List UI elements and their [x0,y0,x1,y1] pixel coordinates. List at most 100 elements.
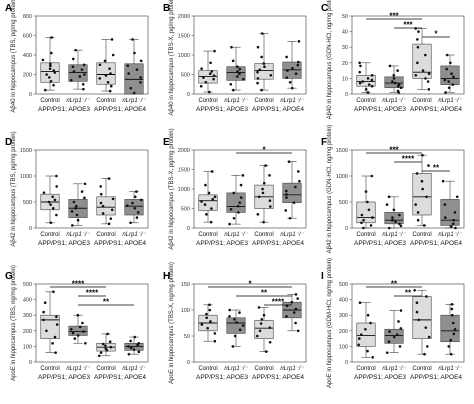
box-3 [254,32,274,92]
data-point [200,200,203,203]
y-tick-label: 40 [342,30,348,36]
data-point [416,61,419,65]
significance-label: ** [391,280,398,289]
data-point [454,226,457,230]
data-point [73,337,77,340]
data-point [441,179,445,183]
data-point [260,88,263,92]
data-point [238,311,241,314]
x-category-label: nLrp1⁻/⁻ [224,366,248,372]
box-body [356,74,376,87]
data-point [132,348,136,351]
data-point [297,170,300,173]
data-point [133,206,137,210]
x-category-label: nLrp1⁻/⁻ [66,232,90,238]
data-point [136,211,140,214]
data-point [399,224,403,228]
y-tick-label: 200 [23,329,32,335]
data-point [371,356,374,359]
data-point [48,76,51,79]
data-point [366,349,369,353]
data-point [392,77,396,80]
data-point [208,72,212,76]
data-point [450,313,454,317]
data-point [241,174,245,177]
group-label: APP/PS1; APOE3 [38,106,90,113]
data-point [415,310,419,314]
data-point [424,53,427,57]
data-point [104,347,108,351]
box-3 [254,164,274,224]
data-point [80,190,84,193]
data-point [370,78,374,82]
data-point [97,354,101,358]
data-point [101,204,105,208]
data-point [286,69,289,72]
panel-label: E [163,137,170,148]
data-point [398,345,402,348]
data-point [366,91,370,94]
box-body [40,314,60,339]
data-point [111,197,115,201]
y-tick-label: 500 [23,200,32,206]
data-point [55,315,58,319]
data-point [42,318,45,322]
data-point [52,290,55,294]
significance-label: ** [261,289,268,298]
group-label: APP/PS1; APOE4 [410,374,462,381]
x-category-label: Control [96,98,115,104]
data-point [42,191,46,194]
x-category-label: nLrp1⁻/⁻ [122,366,146,372]
data-point [359,64,362,68]
data-point [213,339,217,343]
box-2 [226,174,246,226]
data-point [422,224,426,227]
data-point [357,337,361,340]
data-point [106,332,109,336]
data-point [133,51,136,55]
group-label: APP/PS1; APOE4 [410,106,462,113]
x-category-label: nLrp1⁻/⁻ [280,98,304,104]
data-point [231,345,235,348]
data-point [49,80,53,83]
data-point [74,48,77,52]
box-body [226,66,246,81]
data-point [41,58,45,62]
data-point [49,221,53,225]
data-point [392,208,396,212]
data-point [285,314,288,318]
data-point [364,88,368,91]
data-point [423,352,426,356]
data-point [285,189,288,193]
y-tick-label: 1000 [178,187,190,193]
data-point [49,64,52,68]
x-category-label: nLrp1⁻/⁻ [122,98,146,104]
data-point [421,69,425,72]
data-point [443,78,447,82]
data-point [370,84,374,88]
x-category-label: nLrp1⁻/⁻ [382,232,406,238]
data-point [229,207,233,211]
x-category-label: nLrp1⁻/⁻ [66,366,90,372]
box-1 [40,36,60,92]
data-point [45,73,48,76]
significance-label: *** [389,12,399,21]
x-category-label: Control [356,366,375,372]
y-tick-label: 50 [184,334,190,340]
data-point [51,206,55,210]
x-category-label: nLrp1⁻/⁻ [438,366,462,372]
data-point [204,81,208,84]
data-point [292,311,296,314]
data-point [414,73,418,77]
box-1 [356,301,376,359]
data-point [205,316,208,320]
data-point [108,340,112,344]
x-category-label: Control [356,98,375,104]
data-point [239,196,243,199]
data-point [133,335,137,339]
box-1 [356,174,376,230]
data-point [53,335,57,339]
